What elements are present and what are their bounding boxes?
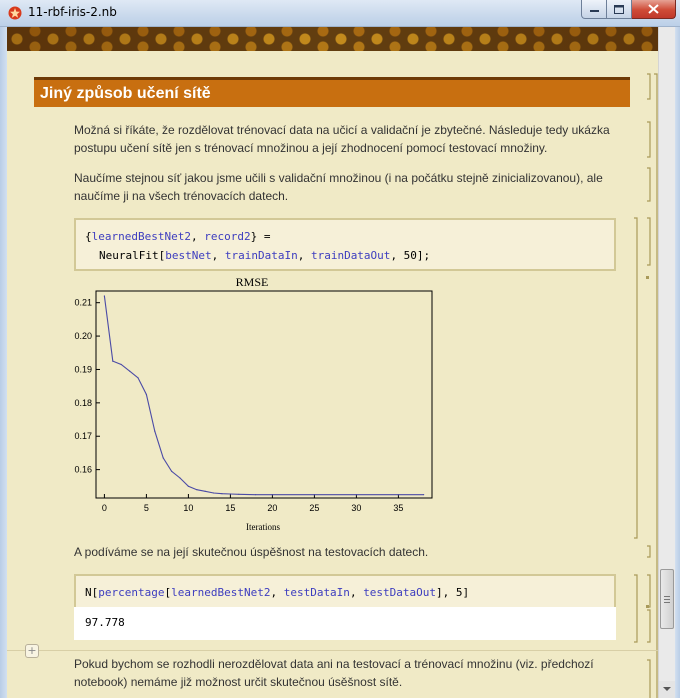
- rmse-plot[interactable]: RMSE Iterations 0 5 10 15 20 25 30 35 0.16 0.17 0.18…: [58, 272, 448, 534]
- mathematica-icon: [8, 6, 22, 20]
- input-cell-neuralfit[interactable]: {learnedBestNet2, record2} = NeuralFit[b…: [74, 218, 616, 271]
- chevron-down-icon: [663, 687, 671, 691]
- text-cell-train[interactable]: Naučíme stejnou síť jakou jsme učili s v…: [74, 169, 603, 205]
- rmse-data-point: [137, 377, 139, 379]
- scroll-down-button[interactable]: [659, 681, 675, 698]
- y-tick-label: 0.21: [74, 298, 92, 308]
- text-cell-test[interactable]: A podíváme se na její skutečnou úspěšnos…: [74, 545, 429, 559]
- plot-title: RMSE: [236, 275, 269, 289]
- text-line: notebook) nemáme již možnost určit skute…: [74, 675, 403, 689]
- x-tick-label: 10: [183, 503, 193, 513]
- x-tick-label: 20: [267, 503, 277, 513]
- x-tick-label: 35: [393, 503, 403, 513]
- window-frame-left: [0, 27, 7, 698]
- cell-brackets[interactable]: [630, 60, 658, 698]
- close-icon: [648, 4, 659, 14]
- rmse-data-point: [103, 295, 105, 297]
- x-tick-label: 25: [309, 503, 319, 513]
- y-tick-label: 0.16: [74, 465, 92, 475]
- vertical-scrollbar[interactable]: [658, 27, 675, 698]
- maximize-icon: [614, 4, 624, 14]
- rmse-data-point: [397, 494, 399, 496]
- section-heading: Jiný způsob učení sítě: [34, 77, 630, 107]
- code-line: N[percentage[learnedBestNet2, testDataIn…: [85, 586, 470, 599]
- title-bar: 11-rbf-iris-2.nb: [0, 0, 680, 27]
- rmse-data-point: [271, 494, 273, 496]
- notebook-banner: [7, 27, 658, 51]
- y-tick-label: 0.19: [74, 364, 92, 374]
- rmse-data-point: [112, 360, 114, 362]
- y-tick-label: 0.17: [74, 431, 92, 441]
- add-cell-icon[interactable]: +: [25, 644, 39, 658]
- y-tick-label: 0.18: [74, 398, 92, 408]
- x-tick-label: 15: [225, 503, 235, 513]
- y-tick-label: 0.20: [74, 331, 92, 341]
- window-frame-right: [675, 27, 680, 698]
- text-cell-intro[interactable]: Možná si říkáte, že rozdělovat trénovací…: [74, 121, 610, 157]
- rmse-data-point: [129, 370, 131, 372]
- rmse-data-point: [204, 490, 206, 492]
- rmse-data-point: [355, 494, 357, 496]
- rmse-data-point: [162, 457, 164, 459]
- minimize-icon: [589, 10, 599, 12]
- rmse-data-point: [221, 493, 223, 495]
- scrollbar-thumb[interactable]: [660, 569, 674, 629]
- input-cell-percentage[interactable]: N[percentage[learnedBestNet2, testDataIn…: [74, 574, 616, 608]
- text-line: Naučíme stejnou síť jakou jsme učili s v…: [74, 171, 603, 185]
- maximize-button[interactable]: [607, 0, 632, 19]
- text-line: naučíme ji na všech trénovacích datech.: [74, 189, 289, 203]
- rmse-data-point: [179, 477, 181, 479]
- cell-insertion-line[interactable]: [7, 650, 658, 651]
- text-line: postupu učení sítě jen s trénovací množi…: [74, 141, 548, 155]
- text-line: Možná si říkáte, že rozdělovat trénovací…: [74, 123, 610, 137]
- rmse-data-point: [423, 494, 425, 496]
- minimize-button[interactable]: [581, 0, 607, 19]
- output-cell[interactable]: 97.778: [74, 607, 616, 640]
- window-controls: [581, 0, 676, 20]
- rmse-series-line: [103, 295, 424, 496]
- x-tick-label: 30: [351, 503, 361, 513]
- rmse-data-point: [196, 489, 198, 491]
- text-line: Pokud bychom se rozhodli nerozdělovat da…: [74, 657, 594, 671]
- rmse-data-point: [120, 363, 122, 366]
- rmse-data-point: [171, 470, 173, 472]
- rmse-data-point: [154, 430, 156, 432]
- x-tick-label: 0: [102, 503, 107, 513]
- window-title: 11-rbf-iris-2.nb: [28, 5, 117, 19]
- rmse-data-point: [145, 393, 147, 396]
- text-cell-note[interactable]: Pokud bychom se rozhodli nerozdělovat da…: [74, 655, 594, 691]
- rmse-data-point: [213, 492, 215, 494]
- rmse-data-point: [238, 493, 240, 495]
- x-axis-label: Iterations: [246, 522, 280, 532]
- plot-frame: [95, 290, 433, 499]
- code-line: NeuralFit[bestNet, trainDataIn, trainDat…: [99, 249, 431, 262]
- rmse-data-point: [229, 493, 231, 495]
- rmse-data-point: [187, 485, 189, 487]
- code-line: {learnedBestNet2, record2} =: [85, 230, 271, 243]
- x-tick-label: 5: [144, 503, 149, 513]
- close-button[interactable]: [632, 0, 676, 19]
- rmse-data-point: [313, 494, 315, 496]
- rmse-data-point: [255, 494, 257, 496]
